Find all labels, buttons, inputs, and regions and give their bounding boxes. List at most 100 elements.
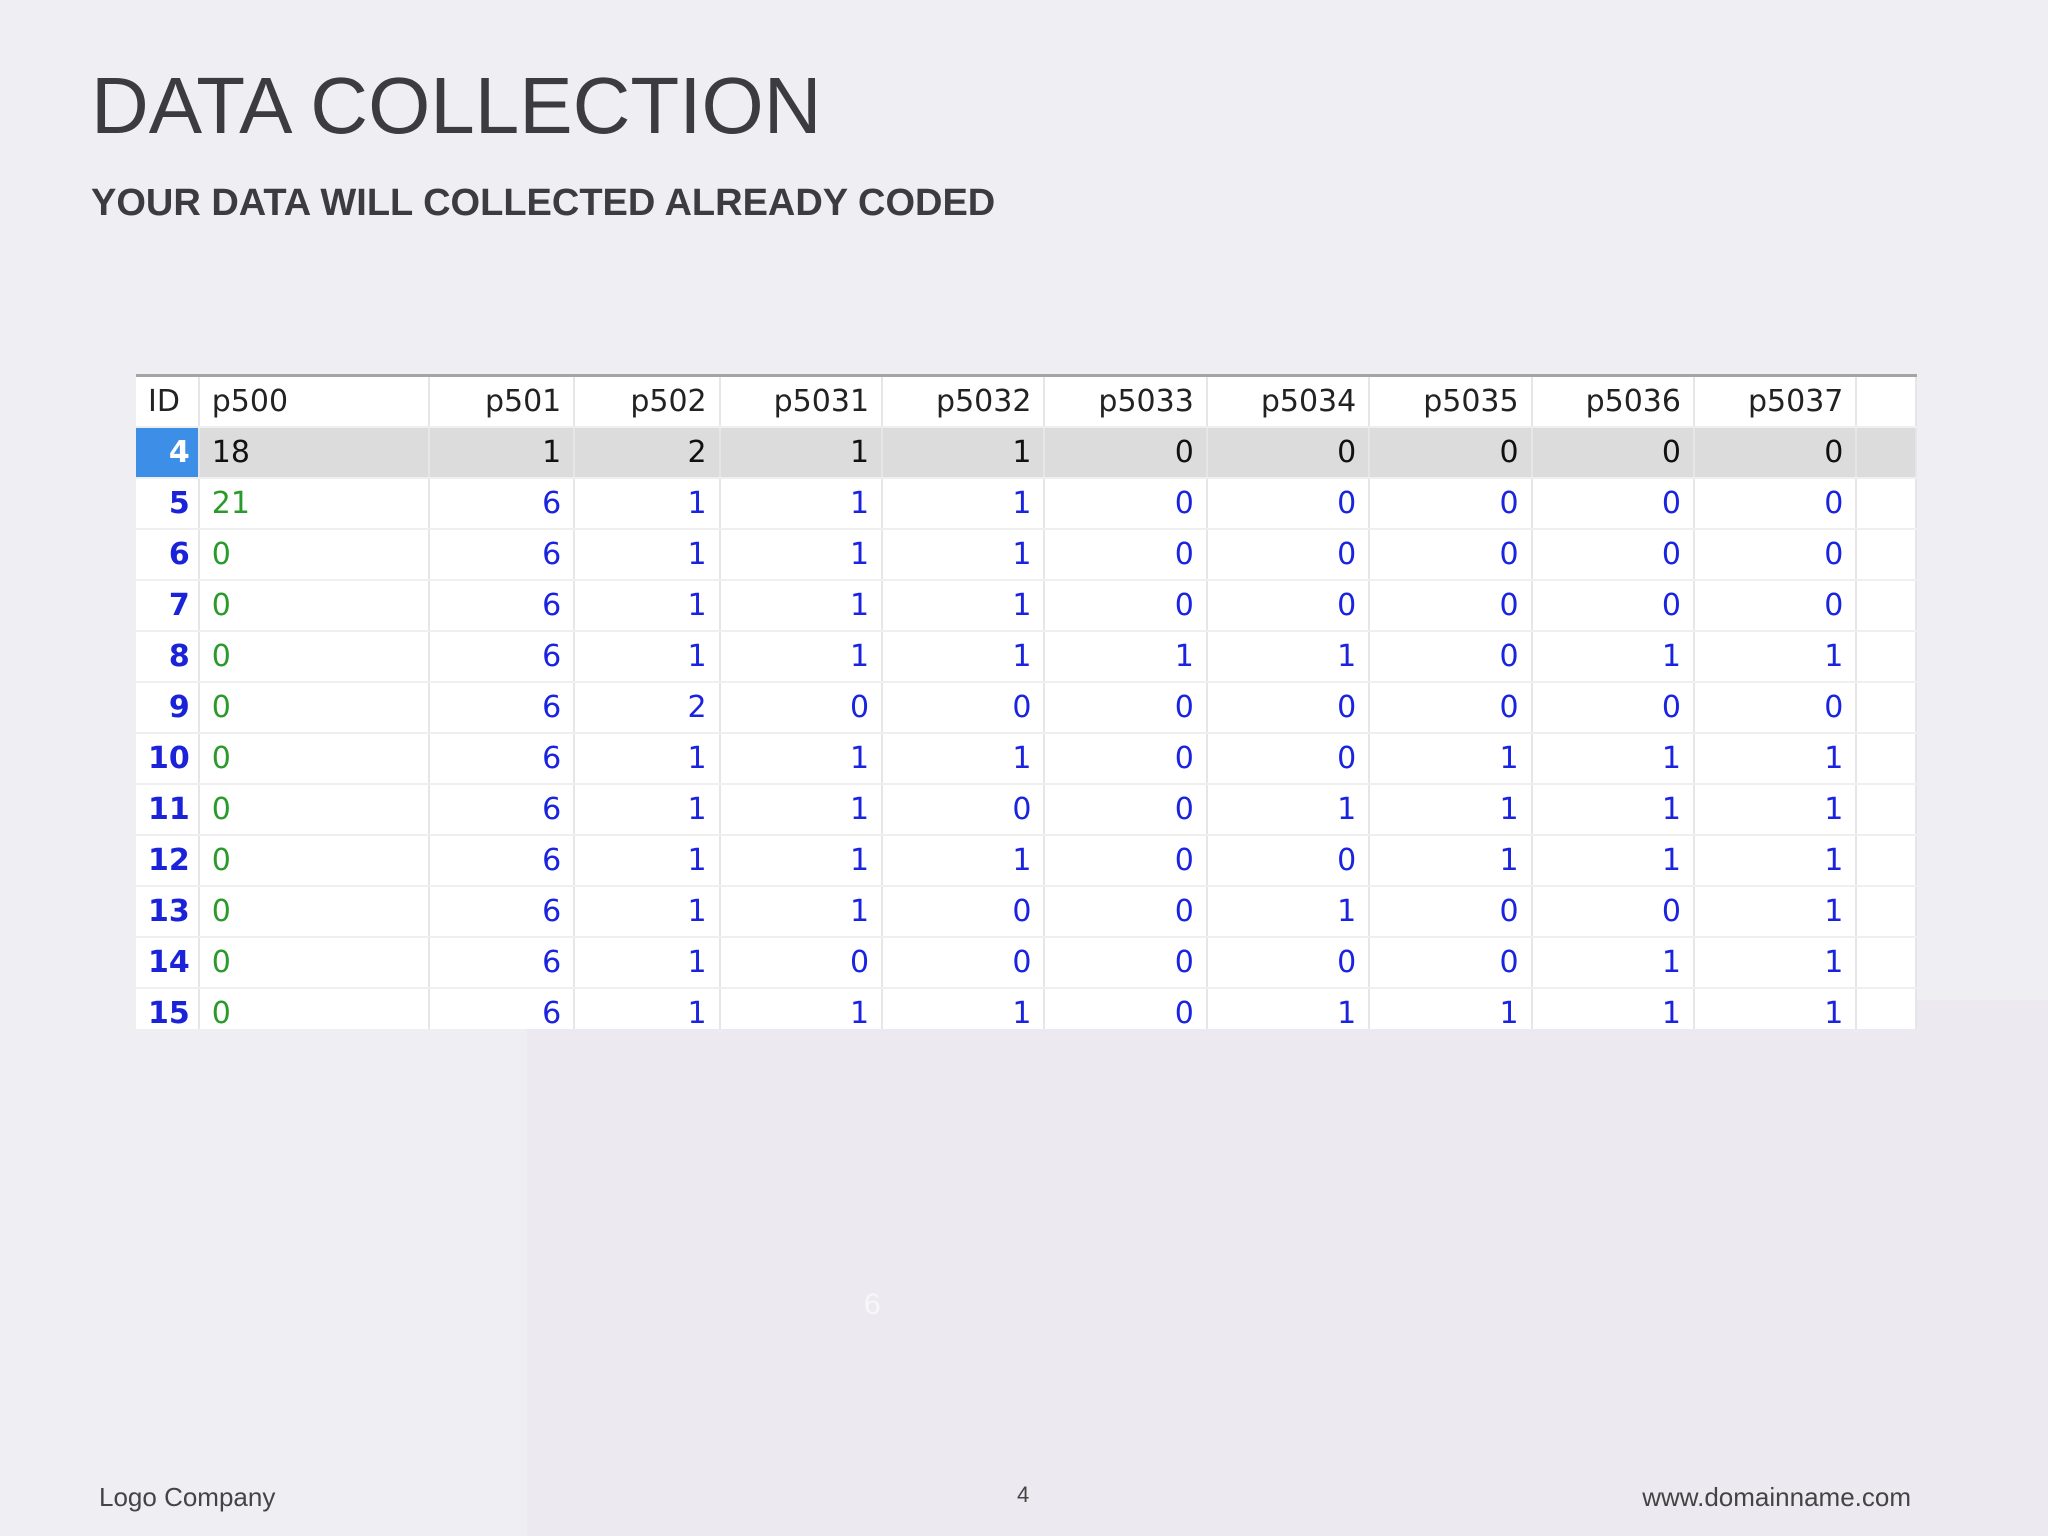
column-header-p5037[interactable]: p5037 (1693, 377, 1858, 428)
row-id-cell[interactable]: 7 (136, 580, 200, 632)
value-cell[interactable]: 1 (719, 529, 884, 581)
row-id-cell[interactable]: 13 (136, 886, 200, 938)
p500-cell[interactable]: 21 (198, 478, 430, 530)
value-cell[interactable]: 0 (1206, 682, 1371, 734)
p500-cell[interactable]: 0 (198, 733, 430, 785)
value-cell[interactable]: 0 (1693, 478, 1858, 530)
value-cell[interactable]: 0 (1369, 631, 1533, 683)
value-cell[interactable]: 0 (1369, 682, 1533, 734)
value-cell[interactable]: 6 (428, 478, 576, 530)
table-row[interactable]: 12 0 6 1 1 1 0 0 1 1 1 (136, 835, 1917, 887)
value-cell[interactable]: 1 (1044, 631, 1208, 683)
value-cell[interactable]: 0 (1693, 427, 1858, 479)
value-cell[interactable]: 1 (1206, 631, 1371, 683)
p500-cell[interactable]: 0 (198, 631, 430, 683)
value-cell[interactable]: 0 (1044, 478, 1208, 530)
value-cell[interactable]: 0 (1044, 733, 1208, 785)
value-cell[interactable]: 0 (1369, 580, 1533, 632)
column-header-p5032[interactable]: p5032 (882, 377, 1046, 428)
value-cell[interactable]: 1 (1369, 733, 1533, 785)
value-cell[interactable]: 1 (1531, 733, 1695, 785)
value-cell[interactable]: 0 (1531, 529, 1695, 581)
table-row[interactable]: 5 21 6 1 1 1 0 0 0 0 0 (136, 478, 1917, 530)
p500-cell[interactable]: 0 (198, 886, 430, 938)
value-cell[interactable]: 6 (428, 988, 576, 1029)
value-cell[interactable]: 0 (1531, 427, 1695, 479)
value-cell[interactable]: 1 (1531, 988, 1695, 1029)
value-cell[interactable]: 1 (1693, 886, 1858, 938)
value-cell[interactable]: 0 (1531, 478, 1695, 530)
value-cell[interactable]: 0 (1369, 427, 1533, 479)
value-cell[interactable]: 0 (1531, 886, 1695, 938)
value-cell[interactable]: 0 (1369, 886, 1533, 938)
value-cell[interactable]: 0 (1044, 427, 1208, 479)
value-cell[interactable]: 1 (882, 478, 1046, 530)
value-cell[interactable]: 0 (1369, 529, 1533, 581)
value-cell[interactable]: 6 (428, 937, 576, 989)
row-id-cell[interactable]: 5 (136, 478, 200, 530)
value-cell[interactable]: 0 (719, 937, 884, 989)
value-cell[interactable]: 0 (1206, 427, 1371, 479)
row-id-cell[interactable]: 11 (136, 784, 200, 836)
value-cell[interactable]: 0 (882, 937, 1046, 989)
table-row[interactable]: 13 0 6 1 1 0 0 1 0 0 1 (136, 886, 1917, 938)
value-cell[interactable]: 1 (719, 427, 884, 479)
value-cell[interactable]: 1 (574, 733, 721, 785)
value-cell[interactable]: 0 (1531, 580, 1695, 632)
value-cell[interactable]: 1 (1531, 631, 1695, 683)
value-cell[interactable]: 1 (574, 886, 721, 938)
table-row[interactable]: 10 0 6 1 1 1 0 0 1 1 1 (136, 733, 1917, 785)
value-cell[interactable]: 0 (1044, 988, 1208, 1029)
value-cell[interactable]: 0 (1044, 784, 1208, 836)
p500-cell[interactable]: 0 (198, 682, 430, 734)
value-cell[interactable]: 6 (428, 529, 576, 581)
value-cell[interactable]: 0 (1044, 937, 1208, 989)
column-header-p5033[interactable]: p5033 (1044, 377, 1208, 428)
value-cell[interactable]: 1 (1693, 784, 1858, 836)
column-header-p502[interactable]: p502 (574, 377, 721, 428)
value-cell[interactable]: 0 (1044, 580, 1208, 632)
value-cell[interactable]: 2 (574, 427, 721, 479)
value-cell[interactable]: 1 (1693, 631, 1858, 683)
value-cell[interactable]: 0 (1369, 478, 1533, 530)
value-cell[interactable]: 1 (719, 784, 884, 836)
table-row[interactable]: 11 0 6 1 1 0 0 1 1 1 1 (136, 784, 1917, 836)
value-cell[interactable]: 6 (428, 784, 576, 836)
value-cell[interactable]: 1 (1693, 988, 1858, 1029)
value-cell[interactable]: 0 (1206, 733, 1371, 785)
column-header-p500[interactable]: p500 (198, 377, 430, 428)
value-cell[interactable]: 1 (1693, 937, 1858, 989)
table-row[interactable]: 15 0 6 1 1 1 0 1 1 1 1 (136, 988, 1917, 1029)
value-cell[interactable]: 1 (574, 580, 721, 632)
row-id-cell[interactable]: 12 (136, 835, 200, 887)
value-cell[interactable]: 1 (882, 427, 1046, 479)
value-cell[interactable]: 1 (719, 733, 884, 785)
value-cell[interactable]: 1 (882, 835, 1046, 887)
value-cell[interactable]: 1 (719, 478, 884, 530)
value-cell[interactable]: 1 (1369, 784, 1533, 836)
p500-cell[interactable]: 18 (198, 427, 430, 479)
value-cell[interactable]: 1 (1531, 937, 1695, 989)
row-id-cell[interactable]: 8 (136, 631, 200, 683)
row-id-cell[interactable]: 4 (136, 427, 200, 479)
value-cell[interactable]: 1 (1693, 835, 1858, 887)
value-cell[interactable]: 6 (428, 682, 576, 734)
value-cell[interactable]: 0 (1206, 529, 1371, 581)
table-row[interactable]: 4 18 1 2 1 1 0 0 0 0 0 (136, 427, 1917, 479)
value-cell[interactable]: 1 (1206, 784, 1371, 836)
value-cell[interactable]: 1 (574, 478, 721, 530)
value-cell[interactable]: 6 (428, 835, 576, 887)
value-cell[interactable]: 0 (1044, 835, 1208, 887)
value-cell[interactable]: 0 (1044, 886, 1208, 938)
value-cell[interactable]: 2 (574, 682, 721, 734)
p500-cell[interactable]: 0 (198, 529, 430, 581)
value-cell[interactable]: 0 (1531, 682, 1695, 734)
value-cell[interactable]: 0 (1693, 529, 1858, 581)
data-grid[interactable]: ID p500 p501 p502 p5031 p5032 p5033 p503… (136, 374, 1917, 1029)
value-cell[interactable]: 1 (719, 580, 884, 632)
value-cell[interactable]: 0 (882, 886, 1046, 938)
row-id-cell[interactable]: 9 (136, 682, 200, 734)
footer-website[interactable]: www.domainname.com (1642, 1482, 1911, 1512)
